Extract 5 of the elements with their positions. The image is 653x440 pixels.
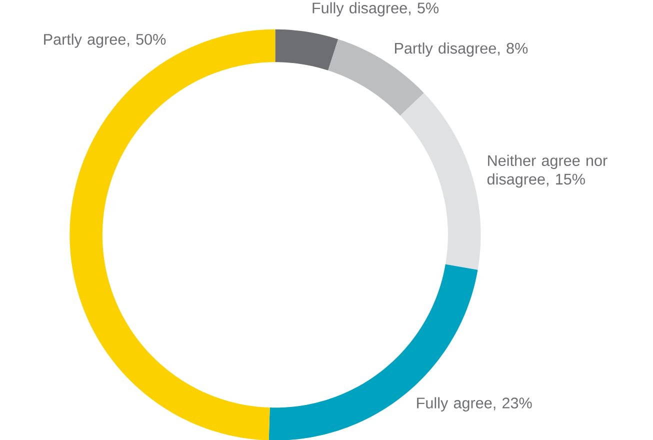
slice-label: Fully agree, 23% (417, 396, 532, 412)
slice-label: Partly disagree, 8% (395, 42, 528, 57)
slice-label: Fully disagree, 5% (312, 2, 439, 16)
slice-label: Partly agree, 50% (44, 33, 166, 48)
slice-label: Neither agree nor disagree, 15% (487, 154, 608, 188)
